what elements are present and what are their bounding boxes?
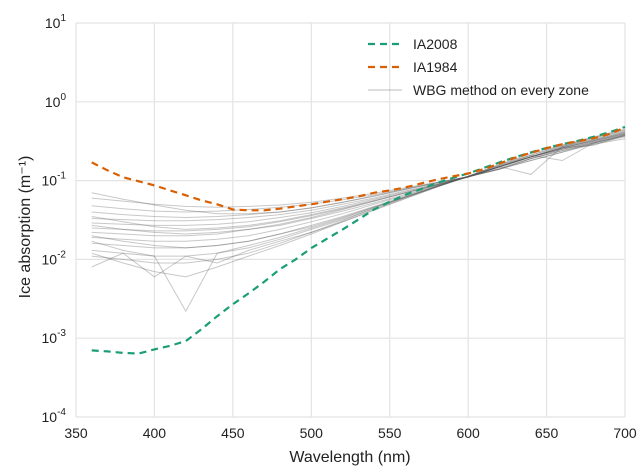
legend-label: IA2008 [413, 36, 458, 52]
x-tick-label: 500 [300, 425, 324, 441]
x-tick-label: 350 [64, 425, 88, 441]
x-axis-label: Wavelength (nm) [289, 449, 410, 466]
legend-label: IA1984 [413, 59, 458, 75]
x-tick-label: 650 [535, 425, 559, 441]
x-tick-label: 400 [143, 425, 167, 441]
y-axis-label: Ice absorption (m⁻¹) [17, 156, 34, 299]
x-tick-label: 700 [613, 425, 637, 441]
x-tick-label: 450 [221, 425, 245, 441]
x-tick-label: 600 [456, 425, 480, 441]
x-tick-label: 550 [378, 425, 402, 441]
legend-label: WBG method on every zone [413, 82, 589, 98]
